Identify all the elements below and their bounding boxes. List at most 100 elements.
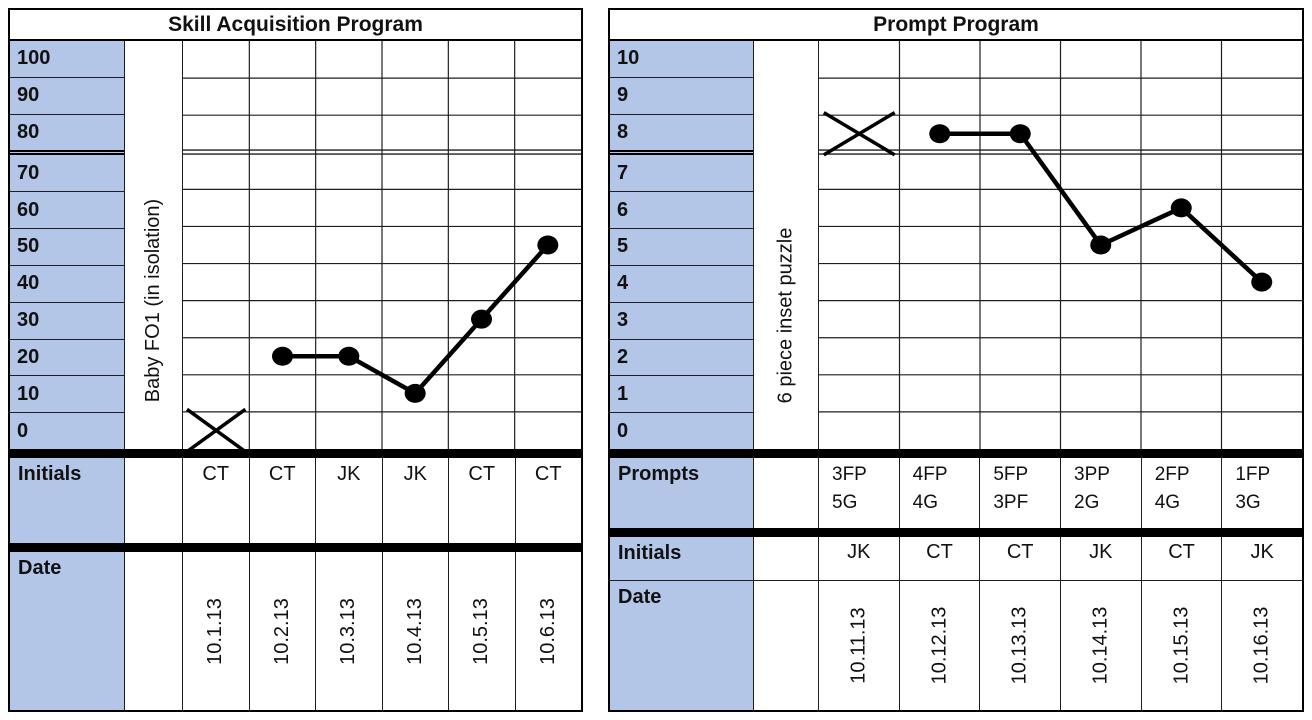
- date-value: 10.4.13: [403, 597, 426, 665]
- date-value: 10.12.13: [928, 606, 951, 685]
- y-tick-criterion: 8: [610, 114, 753, 156]
- y-tick: 1: [610, 376, 753, 414]
- date-cell: 10.3.13: [316, 552, 383, 710]
- date-cell: 10.6.13: [516, 552, 582, 710]
- initials-row: Initials JK CT CT JK CT JK: [610, 537, 1302, 581]
- prompts-line: 4FP: [912, 464, 948, 485]
- prompt-program-sheet: Prompt Program 10 9 8 7 6 5 4 3 2 1 0 6 …: [608, 8, 1304, 712]
- plot-area: [183, 41, 581, 449]
- date-value: 10.15.13: [1170, 606, 1193, 685]
- date-cell: 10.15.13: [1142, 581, 1223, 710]
- prompts-line: 2G: [1074, 491, 1100, 513]
- prompts-line: 4G: [912, 491, 939, 513]
- date-row: Date 10.11.13 10.12.13 10.13.13 10.14.13…: [610, 581, 1302, 710]
- date-value: 10.3.13: [337, 597, 360, 665]
- chart-grid-section: 10 9 8 7 6 5 4 3 2 1 0 6 piece inset puz…: [610, 41, 1302, 449]
- y-tick: 10: [10, 376, 124, 414]
- date-row-header: Date: [610, 581, 754, 710]
- date-cell: 10.4.13: [383, 552, 449, 710]
- date-value: 10.1.13: [204, 597, 227, 665]
- prompts-line: 5G: [832, 491, 858, 513]
- date-value: 10.11.13: [847, 607, 870, 684]
- initials-cell: JK: [819, 537, 900, 580]
- y-tick: 2: [610, 339, 753, 377]
- y-axis-label: 6 piece inset puzzle: [774, 227, 797, 403]
- y-tick: 30: [10, 302, 124, 340]
- label-column-spacer: [754, 458, 819, 528]
- prompts-cell: 3FP 5G: [819, 458, 900, 528]
- date-value: 10.16.13: [1250, 606, 1273, 685]
- chart-title: Prompt Program: [610, 10, 1302, 41]
- y-tick: 10: [610, 41, 753, 78]
- y-axis-label-column: 6 piece inset puzzle: [754, 41, 819, 449]
- date-cell: 10.5.13: [449, 552, 516, 710]
- initials-cell: JK: [1061, 537, 1142, 580]
- prompts-line: 1FP: [1235, 464, 1271, 485]
- date-cell: 10.13.13: [980, 581, 1062, 710]
- date-value: 10.2.13: [270, 597, 293, 665]
- separator-band: [610, 449, 1302, 458]
- date-value: 10.14.13: [1089, 606, 1112, 685]
- skill-acquisition-sheet: Skill Acquisition Program 100 90 80 70 6…: [8, 8, 583, 712]
- y-axis: 100 90 80 70 60 50 40 30 20 10 0: [10, 41, 125, 449]
- initials-row-header: Initials: [610, 537, 754, 580]
- date-cell: 10.11.13: [819, 581, 900, 710]
- y-tick: 20: [10, 339, 124, 377]
- y-axis-label-column: Baby FO1 (in isolation): [125, 41, 183, 449]
- prompts-cell: 3PP 2G: [1061, 458, 1142, 528]
- chart-title: Skill Acquisition Program: [10, 10, 581, 41]
- date-cell: 10.14.13: [1061, 581, 1142, 710]
- initials-cell: CT: [250, 458, 316, 543]
- label-column-spacer: [125, 552, 183, 710]
- initials-cell: CT: [900, 537, 981, 580]
- date-value: 10.5.13: [470, 597, 493, 665]
- y-tick-criterion: 80: [10, 114, 124, 156]
- y-tick: 50: [10, 229, 124, 266]
- date-cell: 10.1.13: [183, 552, 250, 710]
- prompts-row: Prompts 3FP 5G 4FP 4G 5FP 3PF 3PP 2G 2FP…: [610, 458, 1302, 528]
- date-cell: 10.12.13: [900, 581, 981, 710]
- y-tick: 4: [610, 265, 753, 303]
- initials-cell: JK: [316, 458, 383, 543]
- initials-row-header: Initials: [10, 458, 125, 543]
- y-tick: 70: [10, 155, 124, 193]
- prompts-line: 3PP: [1074, 464, 1110, 485]
- y-tick: 100: [10, 41, 124, 78]
- date-cell: 10.16.13: [1222, 581, 1302, 710]
- y-axis: 10 9 8 7 6 5 4 3 2 1 0: [610, 41, 754, 449]
- date-value: 10.6.13: [536, 597, 559, 665]
- prompts-cell: 2FP 4G: [1142, 458, 1223, 528]
- date-value: 10.13.13: [1008, 606, 1031, 685]
- y-tick: 6: [610, 192, 753, 230]
- prompts-cell: 5FP 3PF: [980, 458, 1062, 528]
- data-line-plot: [183, 41, 581, 449]
- prompts-cell: 1FP 3G: [1222, 458, 1302, 528]
- prompts-line: 5FP: [993, 464, 1029, 485]
- chart-grid-section: 100 90 80 70 60 50 40 30 20 10 0 Baby FO…: [10, 41, 581, 449]
- initials-cell: JK: [1250, 541, 1274, 563]
- y-tick: 9: [610, 77, 753, 115]
- initials-cell: CT: [1142, 537, 1223, 580]
- initials-cell: JK: [383, 458, 449, 543]
- prompts-cell: 4FP 4G: [900, 458, 981, 528]
- prompts-line: 2FP: [1154, 464, 1190, 485]
- y-tick: 5: [610, 229, 753, 266]
- initials-cell: CT: [183, 458, 250, 543]
- y-tick: 60: [10, 192, 124, 230]
- initials-cell: CT: [980, 537, 1062, 580]
- date-row: Date 10.1.13 10.2.13 10.3.13 10.4.13 10.…: [10, 552, 581, 710]
- y-tick: 0: [10, 413, 124, 449]
- y-axis-label: Baby FO1 (in isolation): [142, 198, 165, 402]
- y-tick: 7: [610, 155, 753, 193]
- label-column-spacer: [754, 537, 819, 580]
- plot-area: [819, 41, 1302, 449]
- data-line-plot: [819, 41, 1302, 449]
- prompts-line: 3FP: [832, 464, 867, 485]
- separator-band: [10, 449, 581, 458]
- y-tick: 90: [10, 77, 124, 115]
- date-cell: 10.2.13: [250, 552, 316, 710]
- separator-band: [610, 528, 1302, 537]
- y-tick: 3: [610, 302, 753, 340]
- initials-cell: CT: [534, 463, 562, 485]
- y-tick: 40: [10, 265, 124, 303]
